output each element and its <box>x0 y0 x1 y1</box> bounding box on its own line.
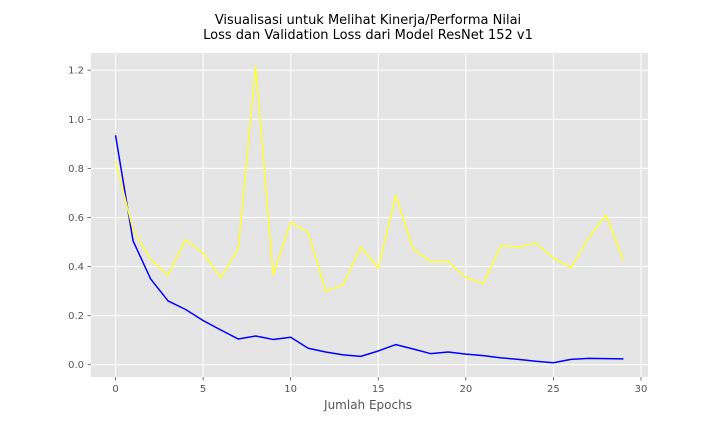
chart-title-line-1: Visualisasi untuk Melihat Kinerja/Perfor… <box>215 13 521 28</box>
x-tick-label: 5 <box>200 384 206 395</box>
grid-lines <box>91 53 648 377</box>
x-tick-label: 0 <box>112 384 118 395</box>
y-tick-label: 1.0 <box>68 115 84 126</box>
x-tick-label: 25 <box>547 384 560 395</box>
x-tick-label: 30 <box>635 384 648 395</box>
y-tick-label: 0.8 <box>68 164 84 175</box>
series-line-1 <box>114 135 624 364</box>
x-tick-label: 10 <box>284 384 297 395</box>
series-line-2 <box>114 65 625 292</box>
x-axis-label: Jumlah Epochs <box>323 398 412 412</box>
y-tick-label: 0.0 <box>68 360 84 371</box>
y-tick-label: 0.2 <box>68 311 84 322</box>
x-tick-label: 15 <box>372 384 385 395</box>
y-tick-label: 0.4 <box>68 262 84 273</box>
plot-area <box>91 53 648 377</box>
x-tick-label: 20 <box>459 384 472 395</box>
chart-title-line-2: Loss dan Validation Loss dari Model ResN… <box>203 28 533 43</box>
y-tick-label: 1.2 <box>68 66 84 77</box>
y-tick-label: 0.6 <box>68 213 84 224</box>
tick-labels: 0.0 0.2 0.4 0.6 0.8 1.0 1.2 0 5 10 15 20 25 30 <box>68 66 647 395</box>
series-lines <box>114 65 625 364</box>
